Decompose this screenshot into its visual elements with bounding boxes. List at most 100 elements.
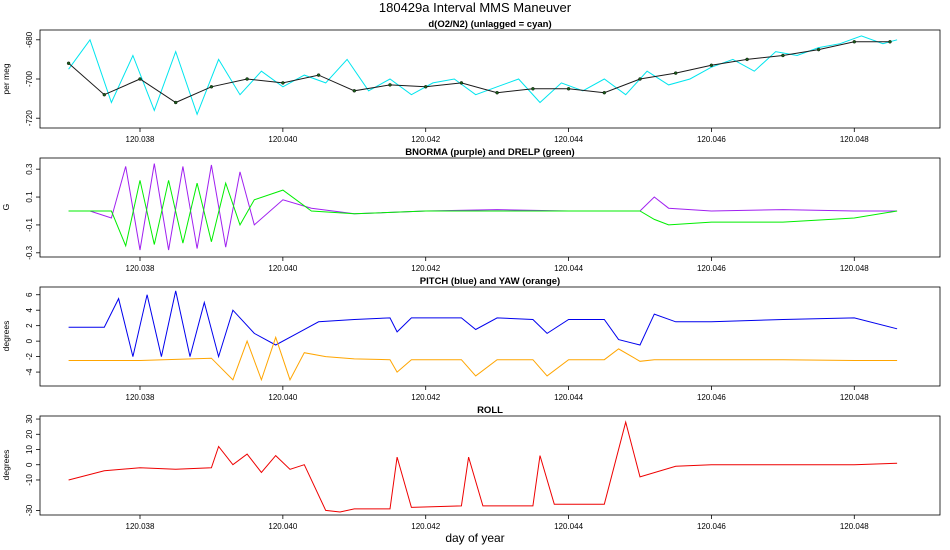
y-tick-label: -2 [25, 353, 34, 361]
y-tick-label: -4 [25, 368, 34, 376]
panel-roll: ROLL degrees 120.038 120.040 120.042 120.04… [1, 405, 941, 531]
x-tick-label: 120.046 [697, 522, 726, 531]
panel-title: d(O2/N2) (unlagged = cyan) [428, 19, 551, 30]
y-axis-label: G [1, 204, 11, 211]
y-tick-label: -680 [25, 31, 34, 48]
panel-frame [39, 286, 941, 387]
panel-frame [39, 157, 941, 258]
series-point-lagged [888, 40, 892, 44]
series-line-pitch [68, 290, 898, 359]
y-ticks: -0.3 -0.1 0.1 0.3 [25, 163, 40, 260]
y-tick-label: -0.1 [25, 217, 34, 231]
y-tick-label: 2 [25, 323, 34, 328]
series-point-lagged [102, 92, 107, 97]
x-tick-label: 120.046 [697, 264, 726, 273]
panel-title: BNORMA (purple) and DRELP (green) [405, 147, 574, 158]
x-ticks: 120.038 120.040 120.042 120.044 120.046 120.0… [126, 386, 869, 402]
x-tick-label: 120.040 [268, 522, 297, 531]
y-tick-label: -720 [25, 110, 34, 127]
figure-title: 180429a Interval MMS Maneuver [379, 0, 572, 15]
series-point-lagged [816, 47, 821, 52]
x-tick-label: 120.042 [411, 393, 440, 402]
series-point-lagged [852, 40, 856, 44]
x-tick-label: 120.038 [126, 393, 155, 402]
series-group [68, 163, 898, 251]
series-point-lagged [138, 77, 142, 81]
x-tick-label: 120.044 [554, 135, 583, 144]
y-tick-label: -0.3 [25, 245, 34, 259]
series-point-lagged [638, 77, 642, 81]
series-point-lagged [781, 53, 785, 58]
series-point-lagged [424, 85, 428, 89]
series-point-lagged [245, 77, 249, 81]
x-tick-label: 120.048 [840, 264, 869, 273]
series-point-lagged [459, 81, 464, 85]
x-tick-label: 120.042 [411, 135, 440, 144]
series-point-lagged [388, 83, 392, 87]
series-point-lagged [709, 63, 714, 68]
x-tick-label: 120.044 [554, 393, 583, 402]
y-tick-label: -30 [25, 504, 34, 516]
x-tick-label: 120.046 [697, 393, 726, 402]
series-point-lagged [316, 73, 321, 77]
x-tick-label: 120.048 [840, 393, 869, 402]
series-line-yaw [68, 335, 898, 382]
x-tick-label: 120.046 [697, 135, 726, 144]
panel-o2n2: d(O2/N2) (unlagged = cyan) per meg 120.0… [1, 19, 941, 144]
series-point-lagged [745, 57, 749, 62]
x-tick-label: 120.042 [411, 264, 440, 273]
x-tick-label: 120.048 [840, 522, 869, 531]
series-point-lagged [209, 85, 214, 89]
panel-frame [39, 415, 941, 516]
series-point-lagged [173, 100, 178, 105]
panel-pitch-yaw: PITCH (blue) and YAW (orange) degrees 12… [1, 276, 941, 402]
series-line-bnorma [68, 163, 898, 251]
y-tick-label: 30 [25, 414, 34, 423]
panel-frame [39, 29, 941, 129]
y-tick-label: -700 [25, 70, 34, 87]
x-tick-label: 120.044 [554, 264, 583, 273]
y-ticks: -30 -10 0 10 20 30 [25, 414, 40, 516]
series-point-lagged [495, 90, 499, 95]
x-tick-label: 120.038 [126, 522, 155, 531]
y-ticks: -720 -700 -680 [25, 31, 40, 126]
x-tick-label: 120.038 [126, 135, 155, 144]
y-ticks: -4 -2 0 2 4 6 [25, 292, 40, 376]
x-tick-label: 120.044 [554, 522, 583, 531]
y-tick-label: 0.3 [25, 163, 34, 175]
series-line-roll [68, 420, 898, 513]
x-ticks: 120.038 120.040 120.042 120.044 120.046 120.0… [126, 257, 869, 273]
series-point-lagged [602, 90, 606, 95]
x-ticks: 120.038 120.040 120.042 120.044 120.046 120.0… [126, 515, 869, 531]
x-tick-label: 120.042 [411, 522, 440, 531]
x-tick-label: 120.040 [268, 264, 297, 273]
series-line-drelp [68, 180, 898, 248]
series-point-lagged [531, 87, 535, 91]
y-tick-label: 6 [25, 292, 34, 297]
series-group [68, 420, 898, 513]
panel-title: ROLL [477, 405, 503, 416]
panel-title: PITCH (blue) and YAW (orange) [420, 276, 560, 287]
y-axis-label: degrees [1, 450, 11, 481]
series-line-unlagged [68, 35, 898, 116]
y-tick-label: 0 [25, 338, 34, 343]
series-point-lagged [674, 71, 678, 75]
y-tick-label: 0 [25, 462, 34, 467]
series-point-lagged [566, 87, 571, 91]
y-tick-label: -10 [25, 474, 34, 486]
x-tick-label: 120.040 [268, 135, 297, 144]
y-tick-label: 20 [25, 429, 34, 438]
series-group [66, 35, 898, 116]
x-tick-label: 120.040 [268, 393, 297, 402]
x-tick-label: 120.048 [840, 135, 869, 144]
y-tick-label: 10 [25, 445, 34, 454]
y-tick-label: 0.1 [25, 191, 34, 203]
y-tick-label: 4 [25, 307, 34, 312]
x-tick-label: 120.038 [126, 264, 155, 273]
series-line-lagged [68, 41, 890, 104]
panel-bnorma-drelp: BNORMA (purple) and DRELP (green) G 120.… [1, 147, 941, 273]
x-axis-label: day of year [445, 531, 504, 545]
y-axis-label: degrees [1, 321, 11, 352]
series-point-lagged [352, 89, 356, 93]
